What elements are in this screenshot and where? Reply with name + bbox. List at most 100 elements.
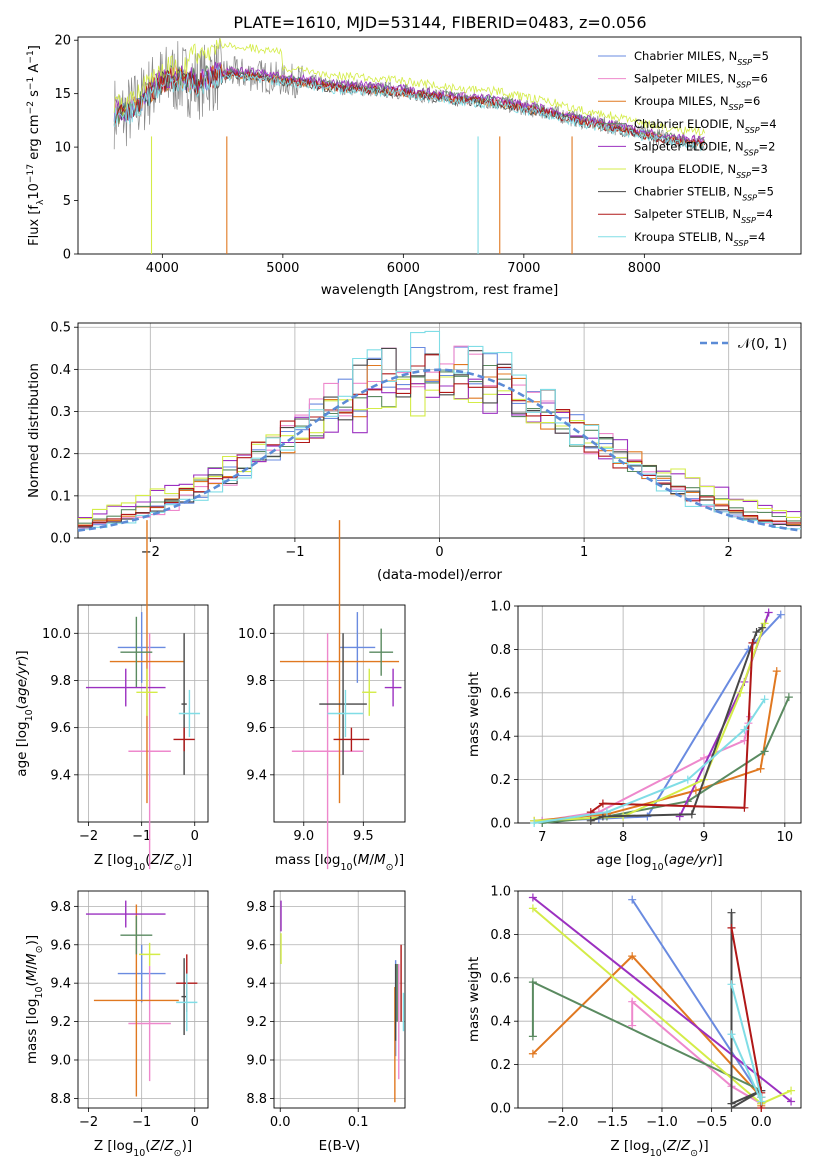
x-axis-label: wavelength [Angstrom, rest frame] — [321, 282, 559, 298]
y-tick-label: 10.0 — [42, 627, 71, 642]
x-tick-label: 0.0 — [270, 1115, 291, 1130]
model-spectrum-line — [113, 38, 705, 137]
y-axis-label: age [log10(age/yr)] — [14, 650, 35, 776]
cumulative-weight-point — [764, 608, 773, 617]
y-tick-label: 0.0 — [490, 1102, 511, 1117]
spectrum-marks — [113, 38, 705, 254]
x-tick-label: −2 — [79, 829, 98, 844]
cumulative-weight-point — [787, 1097, 796, 1106]
cumulative-weight-point — [528, 893, 537, 902]
y-tick-label: 0.4 — [50, 363, 71, 378]
legend-entry: Salpeter MILES, NSSP=6 — [634, 72, 768, 90]
legend-entry: Kroupa MILES, NSSP=6 — [634, 94, 760, 112]
cumulative-weight-point — [736, 688, 745, 697]
cumulative-weight-point — [727, 1104, 736, 1112]
y-tick-label: 9.4 — [50, 768, 71, 783]
y-tick-label: 10 — [54, 141, 71, 156]
z_cumweight-axes: −2.0 −1.5 −1.0 −0.5 0.0 0.0 0.2 0.4 0.6 0.8 1.0 mas… — [466, 885, 802, 1159]
x-axis-label: (data-model)/error — [377, 567, 503, 583]
cumulative-weight-point — [752, 628, 761, 637]
x-tick-label: −0.5 — [696, 1115, 728, 1130]
y-tick-label: 0.4 — [490, 1015, 511, 1030]
y-tick-label: 0.5 — [50, 321, 71, 336]
spectrum-frame — [77, 36, 802, 255]
y-tick-label: 0.2 — [490, 1058, 511, 1073]
x-tick-label: 9.0 — [293, 829, 314, 844]
model-spectrum-line — [113, 65, 705, 152]
cumulative-weight-point — [602, 808, 611, 817]
legend-entry: Chabrier STELIB, NSSP=5 — [634, 185, 774, 203]
z_age-frame — [77, 604, 209, 823]
y-tick-label: 0.6 — [490, 971, 511, 986]
x-tick-label: 0 — [191, 829, 199, 844]
x-tick-label: 0 — [435, 545, 443, 560]
y-tick-label: 10.0 — [238, 627, 267, 642]
cumulative-weight-line — [542, 696, 790, 824]
cumulative-weight-point — [628, 997, 637, 1006]
x-tick-label: 2 — [725, 545, 733, 560]
y-axis-label: mass [log10(M/M⊙)] — [24, 935, 45, 1064]
y-tick-label: 9.6 — [50, 938, 71, 953]
y-tick-label: 0.8 — [490, 643, 511, 658]
y-tick-label: 0.3 — [50, 405, 71, 420]
y-axis-label: Flux [fλ10−17 erg cm−2 s−1 A−1] — [26, 45, 46, 246]
residual-legend: 𝒩(0, 1) — [700, 336, 787, 352]
figure-title: PLATE=1610, MJD=53144, FIBERID=0483, z=0… — [233, 13, 646, 32]
cumulative-weight-point — [760, 747, 769, 756]
y-tick-label: 0.1 — [50, 489, 71, 504]
y-axis-label: mass weight — [466, 957, 482, 1042]
cumulative-weight-point — [784, 693, 793, 702]
x-tick-label: −2.0 — [547, 1115, 579, 1130]
y-tick-label: 9.4 — [246, 977, 267, 992]
z_mass-frame — [77, 890, 209, 1109]
cumulative-weight-point — [727, 908, 736, 917]
y-tick-label: 0.0 — [490, 817, 511, 832]
cumulative-weight-point — [699, 753, 708, 762]
z_age-marks — [85, 520, 201, 870]
y-tick-label: 0.6 — [490, 686, 511, 701]
cumulative-weight-point — [528, 1049, 537, 1058]
x-tick-label: 5000 — [266, 261, 299, 276]
y-tick-label: 5 — [63, 194, 71, 209]
y-tick-label: 8.8 — [246, 1092, 267, 1107]
cumulative-weight-point — [530, 819, 539, 827]
y-tick-label: 9.2 — [246, 1015, 267, 1030]
x-tick-label: 8000 — [628, 261, 661, 276]
x-tick-label: 10 — [777, 830, 794, 845]
y-axis-label: mass weight — [466, 672, 482, 757]
x-tick-label: −2 — [79, 1115, 98, 1130]
cumulative-weight-point — [628, 895, 637, 904]
residual-histogram-line — [78, 354, 801, 527]
y-tick-label: 8.8 — [50, 1092, 71, 1107]
residual-histogram-line — [78, 330, 801, 530]
x-axis-label: age [log10(age/yr)] — [596, 852, 722, 873]
cumulative-weight-point — [727, 980, 736, 989]
ebv_mass-marks — [280, 900, 405, 1103]
cumulative-weight-point — [687, 810, 696, 819]
y-tick-label: 9.0 — [246, 1053, 267, 1068]
y-tick-label: 0.0 — [50, 532, 71, 547]
cumulative-weight-point — [787, 1086, 796, 1095]
legend-entry: Salpeter STELIB, NSSP=4 — [634, 207, 773, 225]
x-tick-label: −1 — [285, 545, 304, 560]
y-tick-label: 1.0 — [490, 600, 511, 615]
x-tick-label: 9.5 — [353, 829, 374, 844]
legend-entry: Kroupa ELODIE, NSSP=3 — [634, 162, 768, 180]
y-tick-label: 9.4 — [246, 768, 267, 783]
x-tick-label: 7 — [538, 830, 546, 845]
residuals-marks — [77, 330, 802, 532]
x-axis-label: Z [log10(Z/Z⊙)] — [94, 852, 192, 873]
cumulative-weight-point — [727, 1030, 736, 1039]
age_cumweight-axes: 7 8 9 10 0.0 0.2 0.4 0.6 0.8 1.0 mass weight age [l… — [466, 600, 802, 873]
x-tick-label: 8 — [619, 830, 627, 845]
cumulative-weight-point — [586, 816, 595, 825]
legend-entry: Chabrier MILES, NSSP=5 — [634, 49, 769, 67]
mass_age-marks — [279, 520, 402, 870]
x-tick-label: 9 — [700, 830, 708, 845]
x-tick-label: 7000 — [507, 261, 540, 276]
x-axis-label: Z [log10(Z/Z⊙)] — [610, 1138, 708, 1159]
cumulative-weight-line — [631, 899, 763, 1104]
y-tick-label: 0.2 — [50, 447, 71, 462]
y-tick-label: 9.2 — [50, 1015, 71, 1030]
